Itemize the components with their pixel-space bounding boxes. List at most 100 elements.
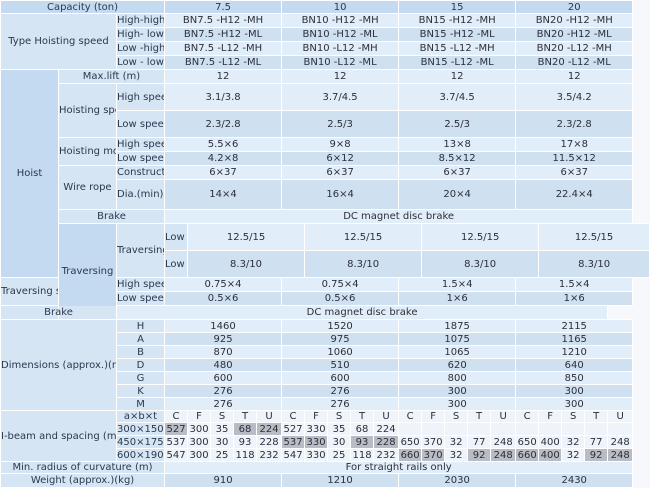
model-cell: BN7.5 -H12 -MH — [164, 13, 283, 28]
ibeam-value: 93 — [233, 435, 258, 449]
traversing-speed-low-value: 8.3/10 — [304, 250, 423, 278]
hoisting-motor-low-value: 6×12 — [281, 151, 400, 166]
ibeam-value: 650 — [398, 435, 423, 449]
ibeam-value: 228 — [256, 435, 283, 449]
dimension-value: 276 — [164, 384, 283, 398]
traversing-speed-high-value: 12.5/15 — [421, 223, 540, 251]
ibeam-value: 118 — [350, 448, 375, 462]
ibeam-column-header: C — [398, 410, 423, 423]
ibeam-column-header: F — [538, 410, 563, 423]
hoisting-motor-high-value: 5.5×6 — [164, 137, 283, 152]
ibeam-value: 68 — [233, 422, 258, 436]
dimension-value: 1165 — [515, 332, 634, 346]
ibeam-value: 32 — [444, 448, 469, 462]
ibeam-value: 248 — [490, 448, 517, 462]
traversing-brake-label: Brake — [0, 305, 117, 320]
traversing-motor-high-value: 0.75×4 — [281, 277, 400, 292]
traversing-speed-low-value: 8.3/10 — [187, 250, 306, 278]
ibeam-column-header: S — [210, 410, 235, 423]
traversing-brake-value: DC magnet disc brake — [115, 305, 609, 320]
hoisting-motor-low-value: 8.5×12 — [398, 151, 517, 166]
ibeam-column-header: T — [350, 410, 375, 423]
traversing-speed-label: Traversing speed (m/min) — [115, 223, 166, 278]
hoisting-motor-high-label: High speed — [115, 137, 166, 152]
dimension-value: 1060 — [281, 345, 400, 359]
hoisting-speed-high-value: 3.1/3.8 — [164, 83, 283, 111]
weight-label: Weight (approx.)(kg) — [0, 473, 166, 488]
ibeam-column-header: T — [233, 410, 258, 423]
ibeam-value — [444, 422, 469, 436]
ibeam-value: 32 — [561, 435, 586, 449]
ibeam-value: 537 — [281, 435, 306, 449]
ibeam-value: 248 — [490, 435, 517, 449]
dimension-value: 1210 — [515, 345, 634, 359]
hoisting-speed-low-label: Low speed 50/60 (Hz) — [115, 110, 166, 138]
ibeam-value: 30 — [210, 435, 235, 449]
ibeam-column-header: C — [515, 410, 540, 423]
dimension-letter: D — [115, 358, 166, 372]
ibeam-value: 224 — [373, 422, 400, 436]
max-lift-value: 12 — [515, 69, 634, 84]
hoisting-speed-high-label: High speed 50/60 (Hz) — [115, 83, 166, 111]
ibeam-value — [515, 422, 540, 436]
model-cell: BN15 -H12 -ML — [398, 27, 517, 42]
dimension-value: 1875 — [398, 319, 517, 333]
ibeam-value — [584, 422, 609, 436]
model-cell: BN10 -H12 -ML — [281, 27, 400, 42]
traversing-speed-low-value: 8.3/10 — [421, 250, 540, 278]
dimension-value: 870 — [164, 345, 283, 359]
model-cell: BN15 -L12 -MH — [398, 41, 517, 56]
ibeam-value: 660 — [515, 448, 540, 462]
dimensions-label: Dimensions (approx.)(mm) — [0, 319, 117, 411]
model-cell: BN10 -L12 -ML — [281, 55, 400, 70]
traversing-motor-high-value: 0.75×4 — [164, 277, 283, 292]
dimension-value: 276 — [281, 384, 400, 398]
traversing-motor-high-value: 1.5×4 — [515, 277, 634, 292]
traversing-motor-high-label: High speed — [115, 277, 166, 292]
model-cell: BN10 -H12 -MH — [281, 13, 400, 28]
dimension-value: 850 — [515, 371, 634, 385]
max-lift-value: 12 — [164, 69, 283, 84]
wire-rope-construction-label: Construction — [115, 165, 166, 180]
ibeam-value: 547 — [281, 448, 306, 462]
dimension-value: 600 — [164, 371, 283, 385]
wire-rope-dia-value: 22.4×4 — [515, 179, 634, 210]
capacity-7-5: 7.5 — [164, 0, 283, 14]
ibeam-value: 248 — [607, 435, 634, 449]
hoisting-speed-label: Hoisting speed (m/min) — [58, 83, 117, 138]
traversing-motor-high-value: 1.5×4 — [398, 277, 517, 292]
ibeam-column-header: C — [164, 410, 189, 423]
ibeam-value — [607, 422, 634, 436]
dimension-letter: B — [115, 345, 166, 359]
capacity-10: 10 — [281, 0, 400, 14]
min-radius-value: For straight rails only — [164, 461, 634, 474]
type-row-label: Low -high — [115, 41, 166, 56]
dimension-letter: M — [115, 397, 166, 411]
type-label: Type Hoisting speed — [0, 13, 117, 70]
ibeam-size-label: 600×190×13 — [115, 448, 166, 462]
wire-rope-dia-value: 14×4 — [164, 179, 283, 210]
ibeam-value: 248 — [607, 448, 634, 462]
ibeam-value: 25 — [210, 448, 235, 462]
dimension-letter: G — [115, 371, 166, 385]
model-cell: BN20 -L12 -MH — [515, 41, 634, 56]
ibeam-value: 77 — [467, 435, 492, 449]
ibeam-value: 232 — [373, 448, 400, 462]
dimension-value: 1460 — [164, 319, 283, 333]
ibeam-value: 370 — [421, 435, 446, 449]
weight-value: 910 — [164, 473, 283, 488]
hoisting-motor-high-value: 17×8 — [515, 137, 634, 152]
ibeam-value: 35 — [210, 422, 235, 436]
capacity-15: 15 — [398, 0, 517, 14]
max-lift-value: 12 — [398, 69, 517, 84]
dimension-value: 620 — [398, 358, 517, 372]
ibeam-value: 330 — [304, 448, 329, 462]
ibeam-value: 300 — [187, 435, 212, 449]
model-cell: BN15 -L12 -ML — [398, 55, 517, 70]
dimension-value: 975 — [281, 332, 400, 346]
dimension-value: 276 — [164, 397, 283, 411]
hoisting-speed-low-value: 2.5/3 — [398, 110, 517, 138]
dimension-value: 300 — [515, 397, 634, 411]
ibeam-value: 93 — [350, 435, 375, 449]
type-row-label: High- low — [115, 27, 166, 42]
